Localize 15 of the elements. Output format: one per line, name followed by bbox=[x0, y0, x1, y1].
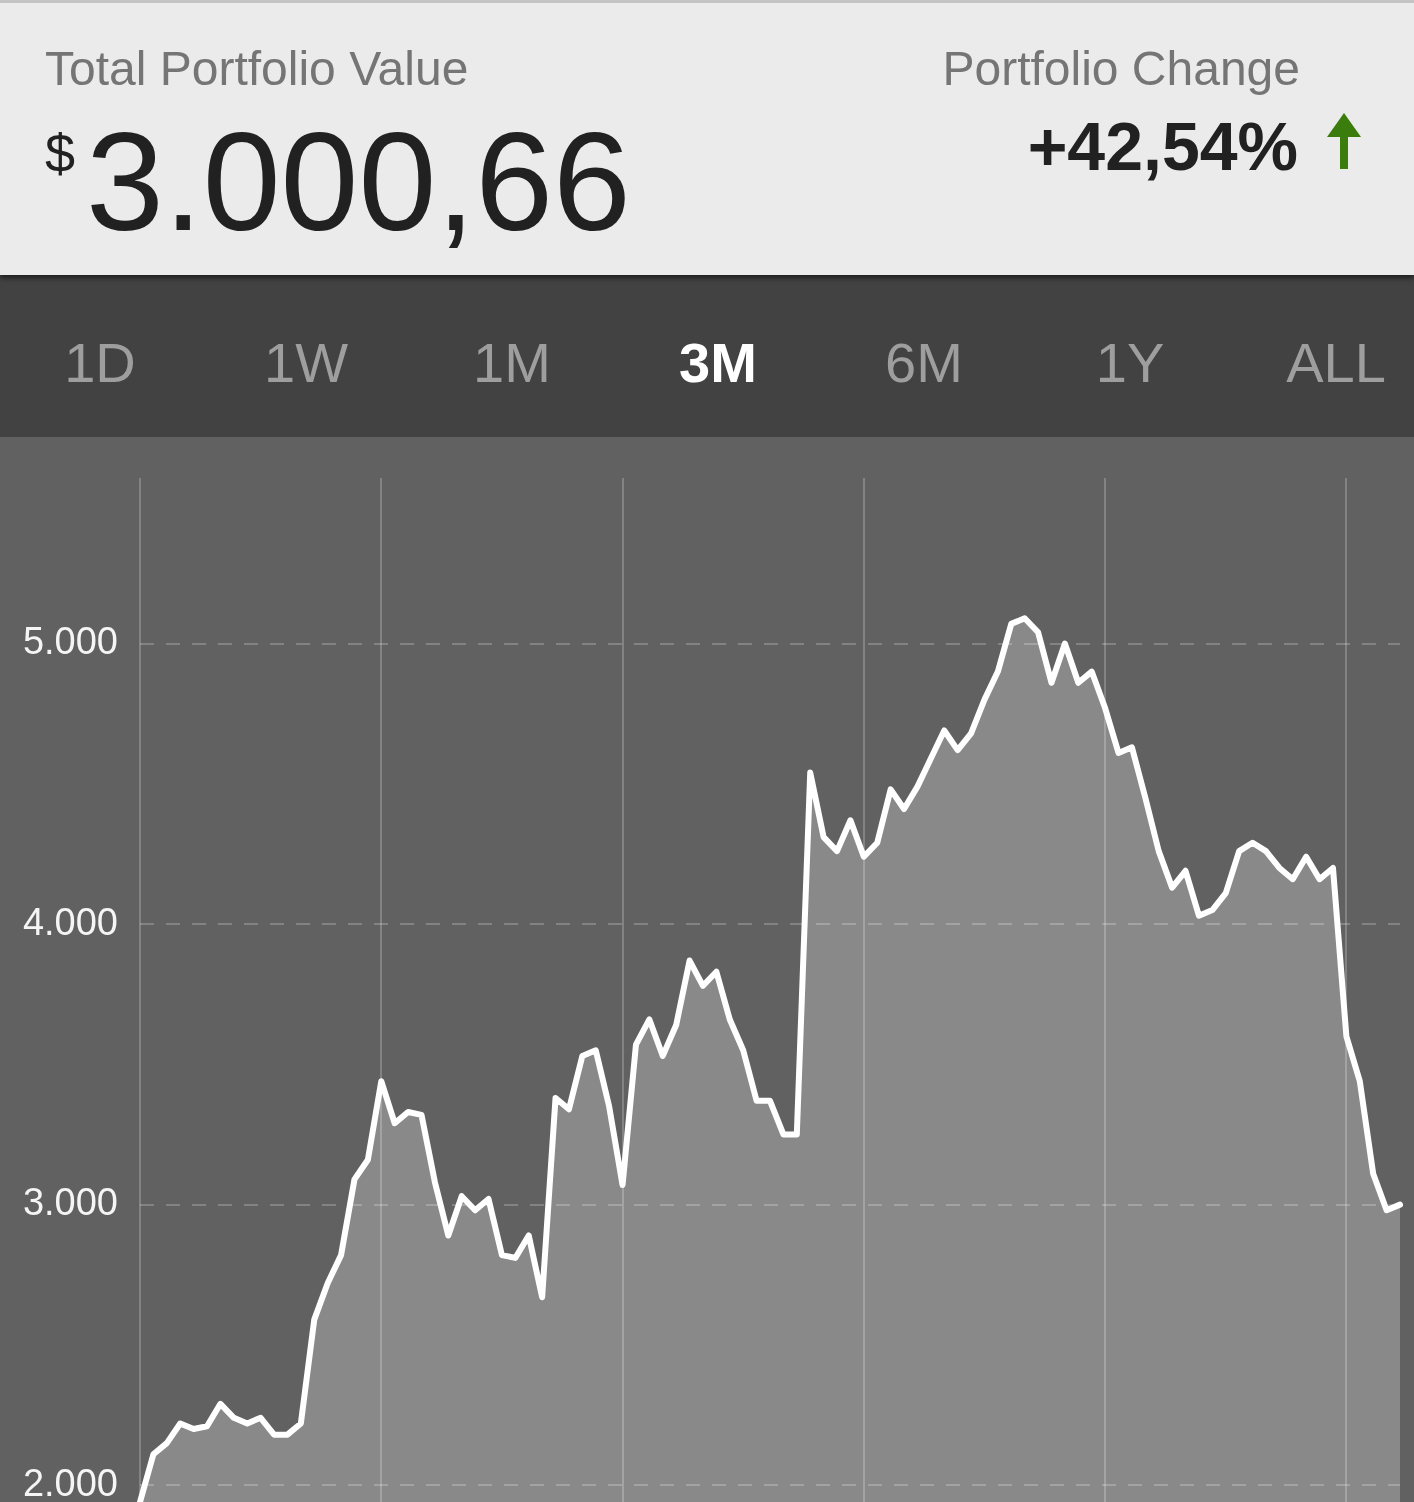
chart-title: Total Portfolio Value bbox=[45, 42, 469, 95]
y-tick-label: 4.000 bbox=[22, 900, 118, 943]
text: 3M bbox=[678, 331, 758, 394]
text: ALL bbox=[1285, 331, 1387, 394]
y-tick-label: 3.000 bbox=[22, 1181, 118, 1224]
text: 1W bbox=[263, 331, 349, 394]
text: 1D bbox=[63, 331, 137, 394]
y-tick-label: 5.000 bbox=[22, 620, 118, 663]
text: 1M bbox=[472, 331, 552, 394]
text: 6M bbox=[884, 331, 964, 394]
text: $3.000,66 bbox=[45, 103, 631, 260]
text: Portfolio Change bbox=[942, 42, 1300, 95]
y-tick-label: 2.000 bbox=[22, 1461, 118, 1502]
text: 1Y bbox=[1094, 331, 1166, 394]
text: +42,54% bbox=[1027, 108, 1298, 184]
